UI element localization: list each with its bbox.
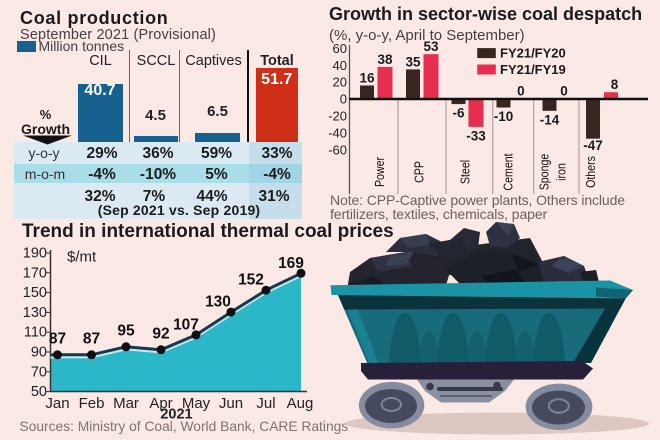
svg-text:May: May xyxy=(182,395,211,412)
svg-text:169: 169 xyxy=(278,255,304,272)
svg-text:Sponge: Sponge xyxy=(538,154,552,191)
svg-text:-33: -33 xyxy=(466,128,486,143)
svg-text:152: 152 xyxy=(238,272,264,289)
svg-text:FY21/FY19: FY21/FY19 xyxy=(500,62,566,77)
svg-text:16: 16 xyxy=(359,71,375,86)
svg-text:70: 70 xyxy=(31,364,47,380)
svg-text:Others: Others xyxy=(584,156,598,188)
svg-text:50: 50 xyxy=(31,384,47,400)
svg-text:Cement: Cement xyxy=(502,153,516,191)
svg-text:$/mt: $/mt xyxy=(67,249,97,266)
svg-text:-60: -60 xyxy=(328,142,347,157)
svg-text:110: 110 xyxy=(24,325,47,341)
svg-text:190: 190 xyxy=(23,246,47,262)
svg-text:Apr: Apr xyxy=(149,395,172,412)
svg-text:Jan: Jan xyxy=(45,395,69,412)
svg-text:0: 0 xyxy=(560,84,568,99)
svg-text:53: 53 xyxy=(423,39,439,54)
svg-text:0: 0 xyxy=(517,84,525,99)
svg-text:130: 130 xyxy=(23,305,47,321)
svg-text:-6: -6 xyxy=(452,106,464,121)
svg-text:130: 130 xyxy=(205,294,231,311)
svg-text:Feb: Feb xyxy=(79,395,105,412)
svg-text:170: 170 xyxy=(23,265,47,281)
svg-text:CPP: CPP xyxy=(413,161,427,183)
svg-text:107: 107 xyxy=(173,316,199,333)
svg-text:FY21/FY20: FY21/FY20 xyxy=(500,46,566,61)
svg-text:-47: -47 xyxy=(583,138,603,153)
svg-text:iron: iron xyxy=(555,163,569,181)
svg-text:87: 87 xyxy=(83,330,100,347)
svg-text:Aug: Aug xyxy=(287,395,314,412)
svg-text:-20: -20 xyxy=(328,109,347,124)
svg-text:Jul: Jul xyxy=(256,395,275,412)
svg-text:-14: -14 xyxy=(540,112,560,127)
svg-text:Power: Power xyxy=(373,157,387,187)
svg-text:40: 40 xyxy=(333,58,347,73)
svg-text:20: 20 xyxy=(333,75,347,90)
svg-text:95: 95 xyxy=(117,322,135,339)
svg-text:Jun: Jun xyxy=(219,395,243,412)
svg-text:8: 8 xyxy=(611,77,619,92)
svg-text:87: 87 xyxy=(49,330,66,347)
svg-text:2021: 2021 xyxy=(160,407,192,423)
svg-text:-40: -40 xyxy=(328,125,347,140)
svg-text:-10: -10 xyxy=(494,109,514,124)
svg-text:35: 35 xyxy=(405,54,421,69)
svg-text:150: 150 xyxy=(23,285,47,301)
svg-text:0: 0 xyxy=(340,92,347,107)
svg-text:38: 38 xyxy=(377,52,393,67)
svg-text:92: 92 xyxy=(152,325,169,342)
svg-text:Mar: Mar xyxy=(113,395,139,412)
svg-text:90: 90 xyxy=(31,345,47,361)
svg-text:Steel: Steel xyxy=(459,160,473,184)
svg-text:60: 60 xyxy=(333,41,347,56)
